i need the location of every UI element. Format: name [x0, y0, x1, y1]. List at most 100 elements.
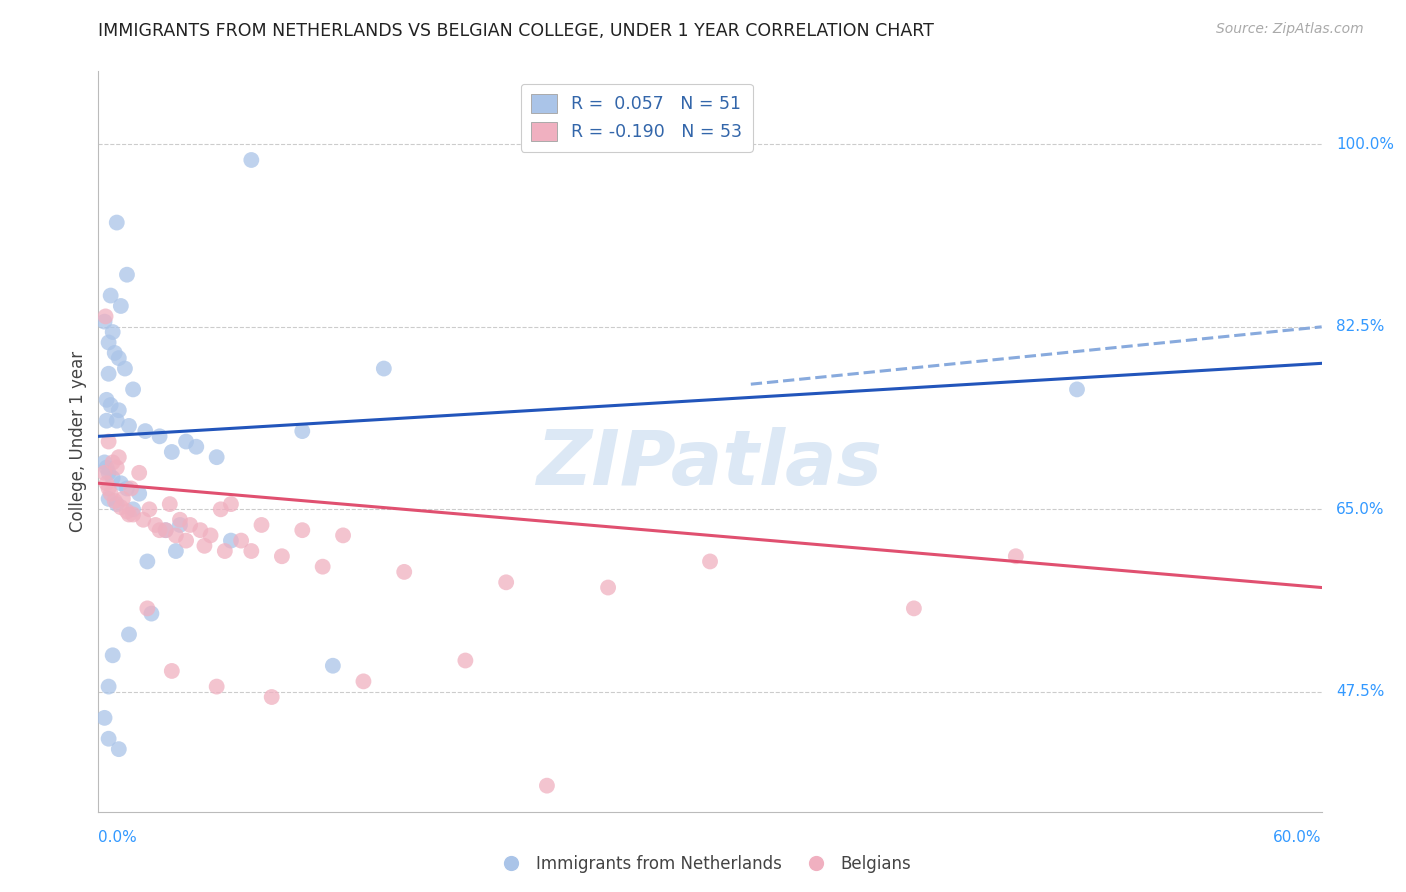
Point: [214, 544, 236, 558]
Y-axis label: College, Under 1 year: College, Under 1 year: [69, 351, 87, 533]
Point: [110, 299, 132, 313]
Point: [97, 466, 120, 480]
Point: [118, 508, 141, 522]
Point: [108, 403, 131, 417]
Point: [100, 486, 122, 500]
Point: [122, 508, 145, 522]
Text: Source: ZipAtlas.com: Source: ZipAtlas.com: [1216, 22, 1364, 37]
Point: [132, 513, 155, 527]
Legend: R =  0.057   N = 51, R = -0.190   N = 53: R = 0.057 N = 51, R = -0.190 N = 53: [520, 84, 752, 152]
Point: [219, 533, 242, 548]
Point: [136, 554, 159, 568]
Point: [291, 424, 314, 438]
Point: [100, 288, 122, 302]
Point: [93, 711, 115, 725]
Point: [105, 216, 128, 230]
Point: [108, 450, 131, 465]
Point: [101, 325, 124, 339]
Text: 0.0%: 0.0%: [98, 830, 138, 846]
Point: [193, 539, 215, 553]
Point: [94, 310, 117, 324]
Point: [101, 471, 124, 485]
Point: [165, 528, 187, 542]
Point: [454, 653, 477, 667]
Point: [97, 335, 120, 350]
Point: [93, 315, 115, 329]
Point: [97, 367, 120, 381]
Point: [136, 601, 159, 615]
Point: [97, 482, 120, 496]
Point: [134, 424, 156, 438]
Point: [219, 497, 242, 511]
Point: [96, 476, 118, 491]
Point: [101, 455, 124, 469]
Point: [392, 565, 416, 579]
Point: [495, 575, 517, 590]
Point: [186, 440, 208, 454]
Point: [188, 523, 212, 537]
Point: [240, 544, 263, 558]
Legend: Immigrants from Netherlands, Belgians: Immigrants from Netherlands, Belgians: [488, 848, 918, 880]
Point: [97, 680, 120, 694]
Point: [108, 351, 131, 365]
Point: [149, 429, 172, 443]
Point: [108, 742, 131, 756]
Point: [174, 533, 197, 548]
Point: [231, 533, 253, 548]
Point: [122, 502, 145, 516]
Point: [93, 466, 115, 480]
Point: [291, 523, 314, 537]
Point: [205, 680, 228, 694]
Text: 60.0%: 60.0%: [1274, 830, 1322, 846]
Point: [104, 494, 127, 508]
Point: [97, 491, 120, 506]
Point: [101, 648, 124, 663]
Text: 100.0%: 100.0%: [1336, 136, 1395, 152]
Text: ZIPatlas: ZIPatlas: [537, 426, 883, 500]
Point: [97, 731, 120, 746]
Point: [93, 455, 115, 469]
Point: [111, 491, 134, 506]
Point: [205, 450, 228, 465]
Point: [105, 414, 128, 428]
Point: [141, 607, 163, 621]
Point: [160, 664, 183, 678]
Point: [240, 153, 263, 167]
Text: IMMIGRANTS FROM NETHERLANDS VS BELGIAN COLLEGE, UNDER 1 YEAR CORRELATION CHART: IMMIGRANTS FROM NETHERLANDS VS BELGIAN C…: [98, 22, 935, 40]
Point: [312, 559, 335, 574]
Point: [332, 528, 354, 542]
Point: [120, 482, 142, 496]
Point: [115, 268, 138, 282]
Point: [322, 658, 344, 673]
Point: [96, 460, 118, 475]
Point: [105, 497, 128, 511]
Point: [115, 504, 138, 518]
Point: [160, 445, 183, 459]
Point: [145, 518, 167, 533]
Text: 47.5%: 47.5%: [1336, 684, 1385, 699]
Point: [352, 674, 374, 689]
Point: [128, 466, 150, 480]
Point: [138, 502, 160, 516]
Point: [200, 528, 222, 542]
Point: [159, 497, 181, 511]
Point: [105, 460, 128, 475]
Text: 82.5%: 82.5%: [1336, 319, 1385, 334]
Point: [118, 627, 141, 641]
Point: [149, 523, 172, 537]
Point: [536, 779, 558, 793]
Point: [155, 523, 177, 537]
Point: [270, 549, 294, 564]
Point: [118, 418, 141, 433]
Point: [155, 523, 177, 537]
Point: [104, 346, 127, 360]
Point: [903, 601, 925, 615]
Point: [373, 361, 395, 376]
Point: [1004, 549, 1026, 564]
Point: [1066, 383, 1088, 397]
Point: [169, 513, 191, 527]
Point: [209, 502, 232, 516]
Point: [596, 581, 619, 595]
Point: [260, 690, 283, 704]
Point: [128, 486, 150, 500]
